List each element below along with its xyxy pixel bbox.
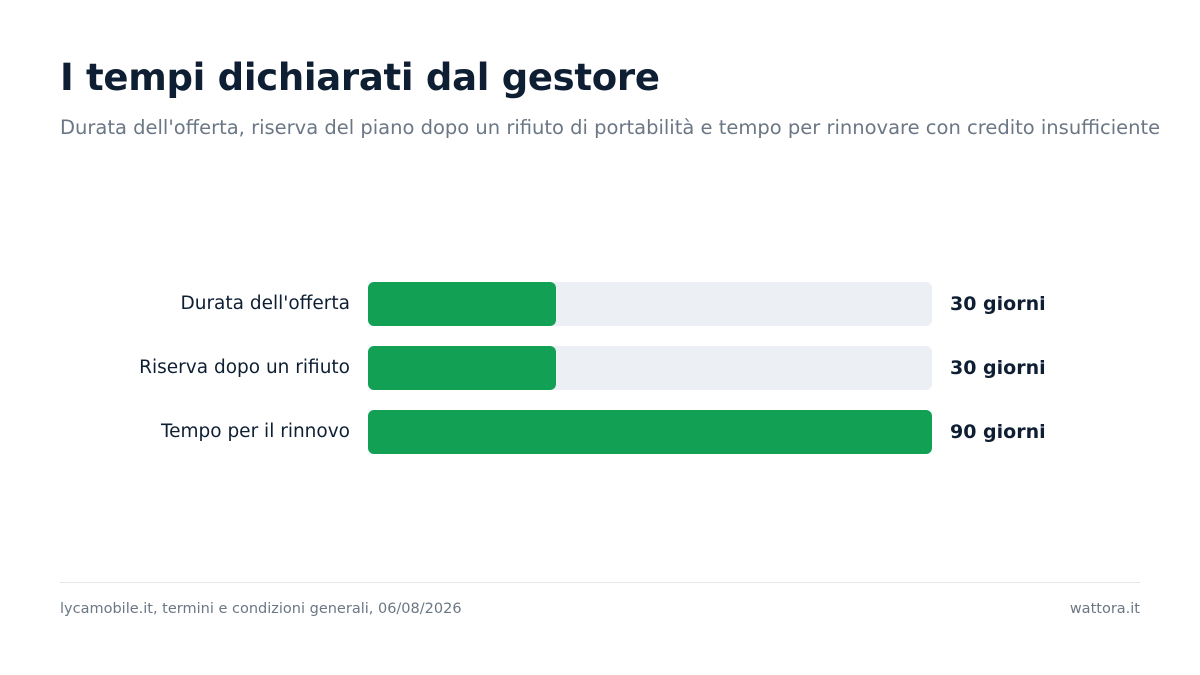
bar-track [368, 282, 932, 326]
source-note: lycamobile.it, termini e condizioni gene… [60, 601, 462, 617]
bar-value-label: 30 giorni [950, 357, 1046, 379]
footer-divider [60, 582, 1140, 583]
bar-value-label: 30 giorni [950, 293, 1046, 315]
bar-category-label: Durata dell'offerta [180, 293, 350, 314]
bar-category-label: Riserva dopo un rifiuto [139, 357, 350, 378]
chart-title: I tempi dichiarati dal gestore [60, 56, 660, 99]
bar-value-label: 90 giorni [950, 421, 1046, 443]
chart-subtitle: Durata dell'offerta, riserva del piano d… [60, 116, 1161, 139]
bar-track [368, 410, 932, 454]
bar [368, 346, 556, 390]
brand-label: wattora.it [1069, 601, 1140, 617]
bar-row: Riserva dopo un rifiuto 30 giorni [0, 344, 1200, 390]
bar [368, 282, 556, 326]
bar-row: Durata dell'offerta 30 giorni [0, 280, 1200, 326]
bar-category-label: Tempo per il rinnovo [160, 421, 350, 442]
bar-track [368, 346, 932, 390]
bar [368, 410, 932, 454]
bar-row: Tempo per il rinnovo 90 giorni [0, 408, 1200, 454]
